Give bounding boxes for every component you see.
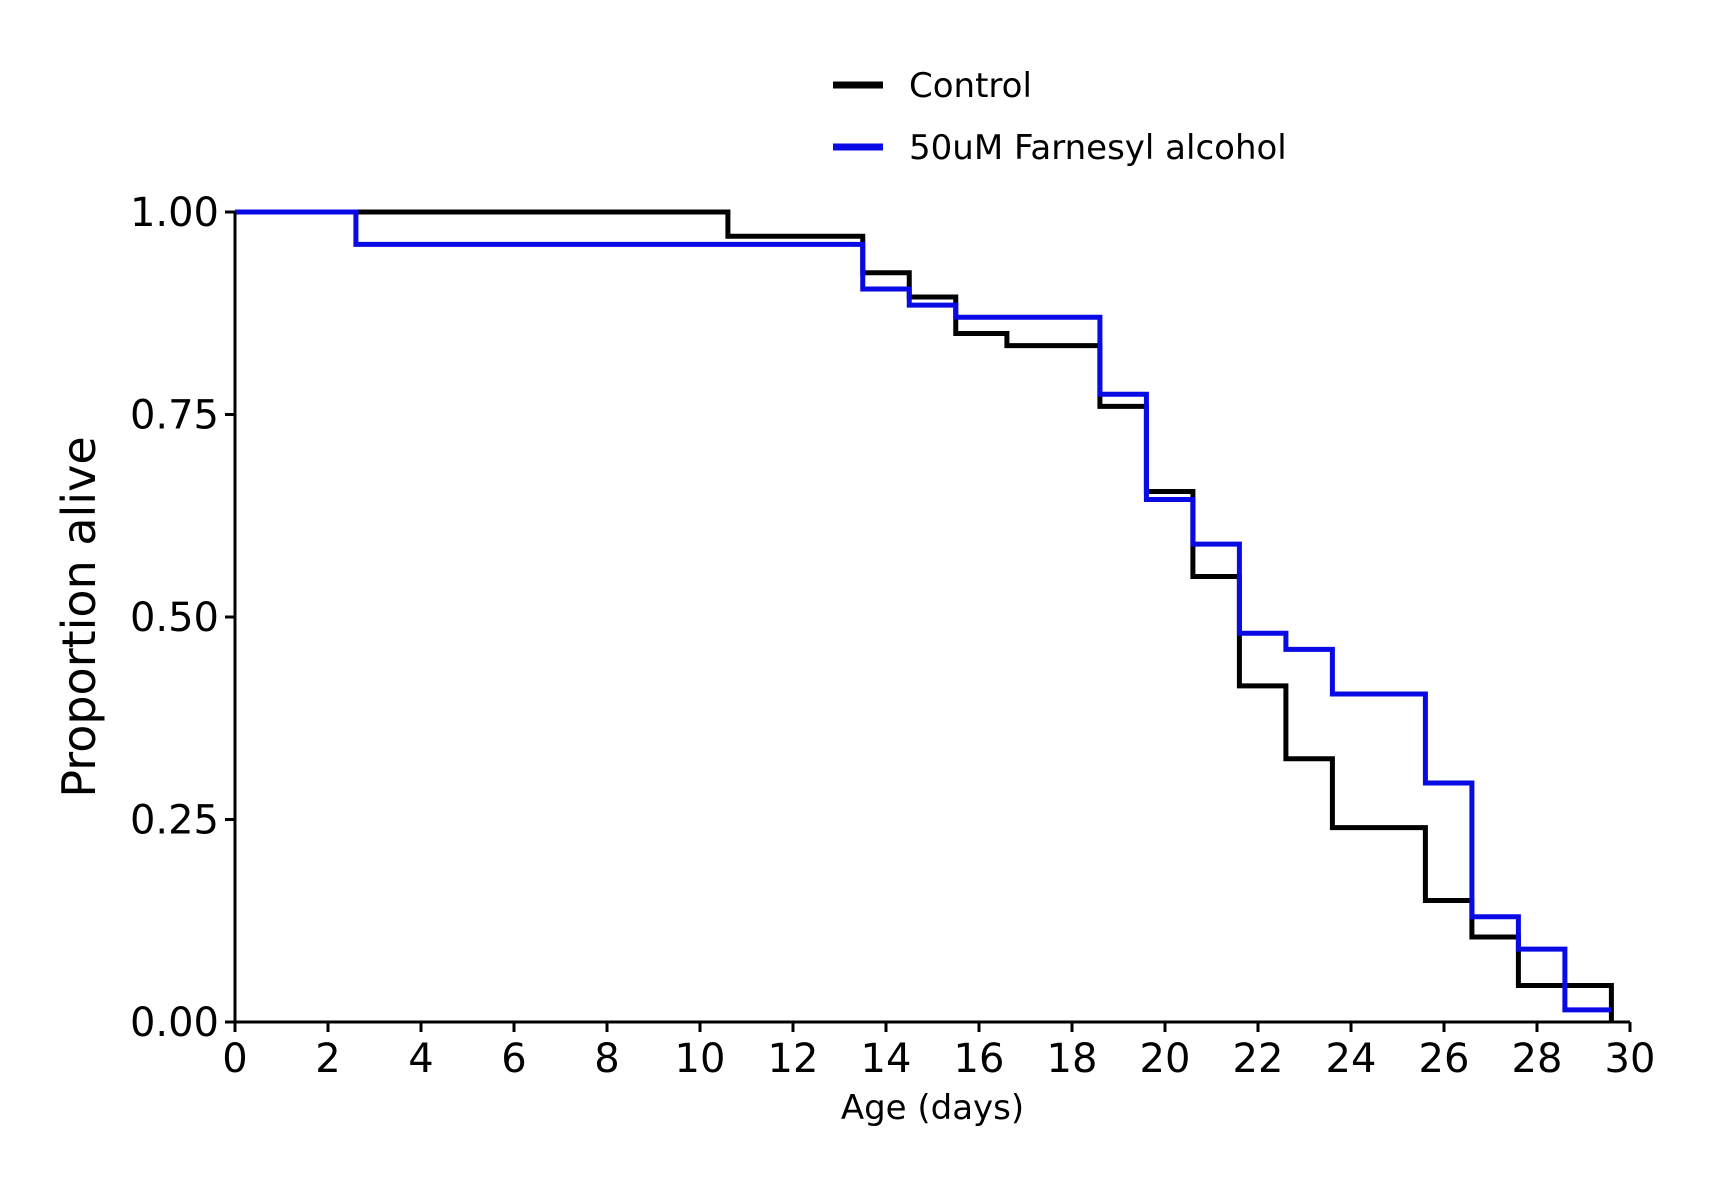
x-tick-label: 22 xyxy=(1233,1036,1284,1082)
x-tick-label: 24 xyxy=(1326,1036,1377,1082)
x-axis-title: Age (days) xyxy=(841,1088,1024,1128)
legend: Control 50uM Farnesyl alcohol xyxy=(833,66,1287,168)
x-tick-label: 16 xyxy=(954,1036,1005,1082)
x-tick-label: 12 xyxy=(768,1036,819,1082)
legend-label-control: Control xyxy=(909,66,1032,106)
y-tick-label: 0.75 xyxy=(130,393,219,439)
legend-label-farnesyl-alcohol: 50uM Farnesyl alcohol xyxy=(909,128,1287,168)
series-line-control xyxy=(235,209,1614,1022)
ticks-layer: 0 2 4 6 8 10 12 14 16 18 20 22 24 26 28 300.000.250.500… xyxy=(130,190,1656,1082)
x-tick-label: 2 xyxy=(315,1036,340,1082)
x-tick-label: 18 xyxy=(1047,1036,1098,1082)
y-tick-label: 0.00 xyxy=(130,1000,219,1046)
y-axis-title: Proportion alive xyxy=(52,436,106,797)
y-tick-label: 1.00 xyxy=(130,190,219,236)
x-tick-label: 14 xyxy=(861,1036,912,1082)
x-tick-label: 20 xyxy=(1140,1036,1191,1082)
x-tick-label: 30 xyxy=(1605,1036,1656,1082)
axes-layer xyxy=(233,212,1630,1024)
x-tick-label: 28 xyxy=(1512,1036,1563,1082)
x-tick-label: 4 xyxy=(408,1036,433,1082)
x-tick-label: 26 xyxy=(1419,1036,1470,1082)
x-tick-label: 8 xyxy=(594,1036,619,1082)
series-line-farnesyl-alcohol xyxy=(235,209,1612,1013)
x-tick-label: 10 xyxy=(675,1036,726,1082)
y-tick-label: 0.25 xyxy=(130,798,219,844)
x-tick-label: 6 xyxy=(501,1036,526,1082)
y-tick-label: 0.50 xyxy=(130,595,219,641)
x-tick-label: 0 xyxy=(222,1036,247,1082)
series-layer xyxy=(235,209,1614,1022)
